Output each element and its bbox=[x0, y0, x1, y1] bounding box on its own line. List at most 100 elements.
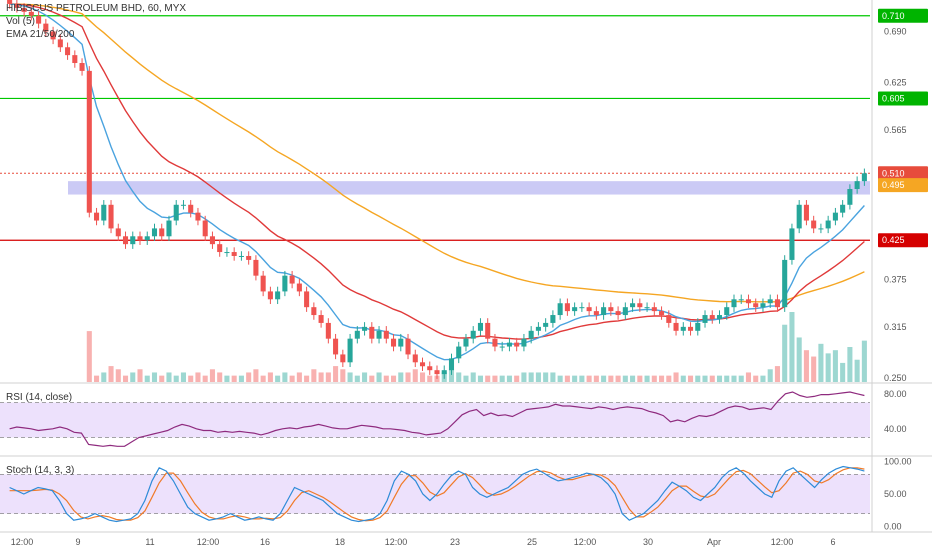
time-tick-label: 12:00 bbox=[574, 537, 597, 547]
candle bbox=[586, 307, 592, 312]
volume-bar bbox=[304, 375, 310, 382]
volume-bar bbox=[847, 347, 853, 382]
candle bbox=[340, 354, 346, 363]
candle bbox=[260, 275, 266, 292]
rsi-line bbox=[9, 391, 865, 447]
volume-bar bbox=[419, 372, 426, 382]
volume-bar bbox=[514, 375, 520, 382]
candle bbox=[760, 303, 766, 308]
candle bbox=[477, 322, 483, 331]
volume-bar bbox=[630, 375, 636, 382]
candle bbox=[543, 322, 549, 327]
candle bbox=[673, 322, 679, 331]
volume-bar bbox=[275, 375, 281, 382]
volume-bar bbox=[354, 375, 360, 382]
candle bbox=[709, 315, 715, 319]
candle bbox=[666, 315, 672, 323]
rsi-pane bbox=[0, 391, 870, 447]
volume-bar bbox=[680, 375, 686, 382]
time-tick-label: 23 bbox=[450, 537, 460, 547]
candle bbox=[137, 236, 143, 241]
volume-bar bbox=[195, 372, 201, 382]
candle bbox=[731, 299, 737, 308]
volume-bar bbox=[543, 372, 549, 382]
volume-bar bbox=[564, 375, 570, 382]
volume-bar bbox=[209, 369, 215, 382]
volume-bar bbox=[557, 375, 563, 382]
volume-bar bbox=[130, 372, 136, 382]
volume-bar bbox=[188, 375, 194, 382]
volume-bar bbox=[405, 372, 411, 382]
candle bbox=[144, 236, 150, 241]
volume-bar bbox=[362, 372, 368, 382]
price-tag bbox=[878, 91, 928, 106]
candle bbox=[811, 220, 817, 229]
stoch-d-line bbox=[9, 467, 865, 522]
candle bbox=[282, 275, 288, 292]
stoch-tick-label: 100.00 bbox=[884, 456, 912, 466]
candle bbox=[470, 330, 476, 339]
volume-bar bbox=[601, 375, 607, 382]
volume-bar bbox=[217, 372, 223, 382]
volume-bar bbox=[782, 324, 788, 382]
volume-bar bbox=[412, 369, 418, 382]
stoch-tick-label: 0.00 bbox=[884, 522, 902, 532]
price-tag-label: 0.425 bbox=[882, 235, 905, 245]
candle bbox=[50, 31, 56, 40]
candle bbox=[188, 204, 194, 213]
candle bbox=[391, 338, 397, 347]
volume-bar bbox=[745, 372, 752, 382]
candle bbox=[745, 299, 752, 304]
volume-bar bbox=[311, 369, 317, 382]
candle bbox=[180, 204, 187, 206]
volume-bar bbox=[651, 375, 657, 382]
price-tick-label: 0.625 bbox=[884, 78, 907, 88]
legend-ema: EMA 21/50/200 bbox=[6, 29, 75, 40]
price-tick-label: 0.375 bbox=[884, 275, 907, 285]
price-tag bbox=[878, 233, 928, 248]
candle bbox=[108, 204, 114, 229]
volume-bar bbox=[535, 372, 541, 382]
stoch-pane bbox=[0, 465, 870, 523]
volume-bar bbox=[376, 372, 382, 382]
volume-bar bbox=[637, 375, 643, 382]
volume-bar bbox=[861, 340, 867, 382]
candle bbox=[441, 370, 447, 375]
stoch-band bbox=[0, 474, 870, 514]
volume-bar bbox=[202, 375, 208, 382]
volume-bar bbox=[463, 375, 469, 382]
grid bbox=[0, 0, 932, 533]
candle bbox=[369, 326, 375, 339]
resistance-zone bbox=[68, 181, 870, 195]
stoch-tick-label: 50.00 bbox=[884, 489, 907, 499]
price-tick-label: 0.565 bbox=[884, 125, 907, 135]
rsi-title: RSI (14, close) bbox=[6, 392, 73, 403]
volume-bar bbox=[796, 337, 802, 382]
volume-bar bbox=[709, 375, 715, 382]
candle bbox=[659, 311, 665, 316]
candle bbox=[159, 228, 165, 237]
candle bbox=[325, 322, 331, 339]
candle bbox=[456, 346, 462, 359]
candle bbox=[36, 15, 42, 24]
candle bbox=[130, 236, 136, 245]
stoch-k-line bbox=[9, 465, 865, 523]
price-tick-label: 0.690 bbox=[884, 27, 907, 37]
volume-bar bbox=[789, 312, 795, 382]
volume-bar bbox=[521, 372, 527, 382]
volume-bar bbox=[731, 375, 737, 382]
candle bbox=[753, 303, 759, 308]
volume-bar bbox=[673, 372, 679, 382]
candle bbox=[122, 236, 129, 245]
volume-bar bbox=[369, 375, 375, 382]
candle bbox=[304, 291, 310, 308]
candle bbox=[398, 338, 404, 347]
candle bbox=[296, 283, 302, 292]
volume-bar bbox=[485, 375, 491, 382]
candle bbox=[622, 307, 628, 316]
volume-bar bbox=[738, 375, 744, 382]
volume-bar bbox=[296, 372, 302, 382]
volume-bar bbox=[246, 372, 252, 382]
